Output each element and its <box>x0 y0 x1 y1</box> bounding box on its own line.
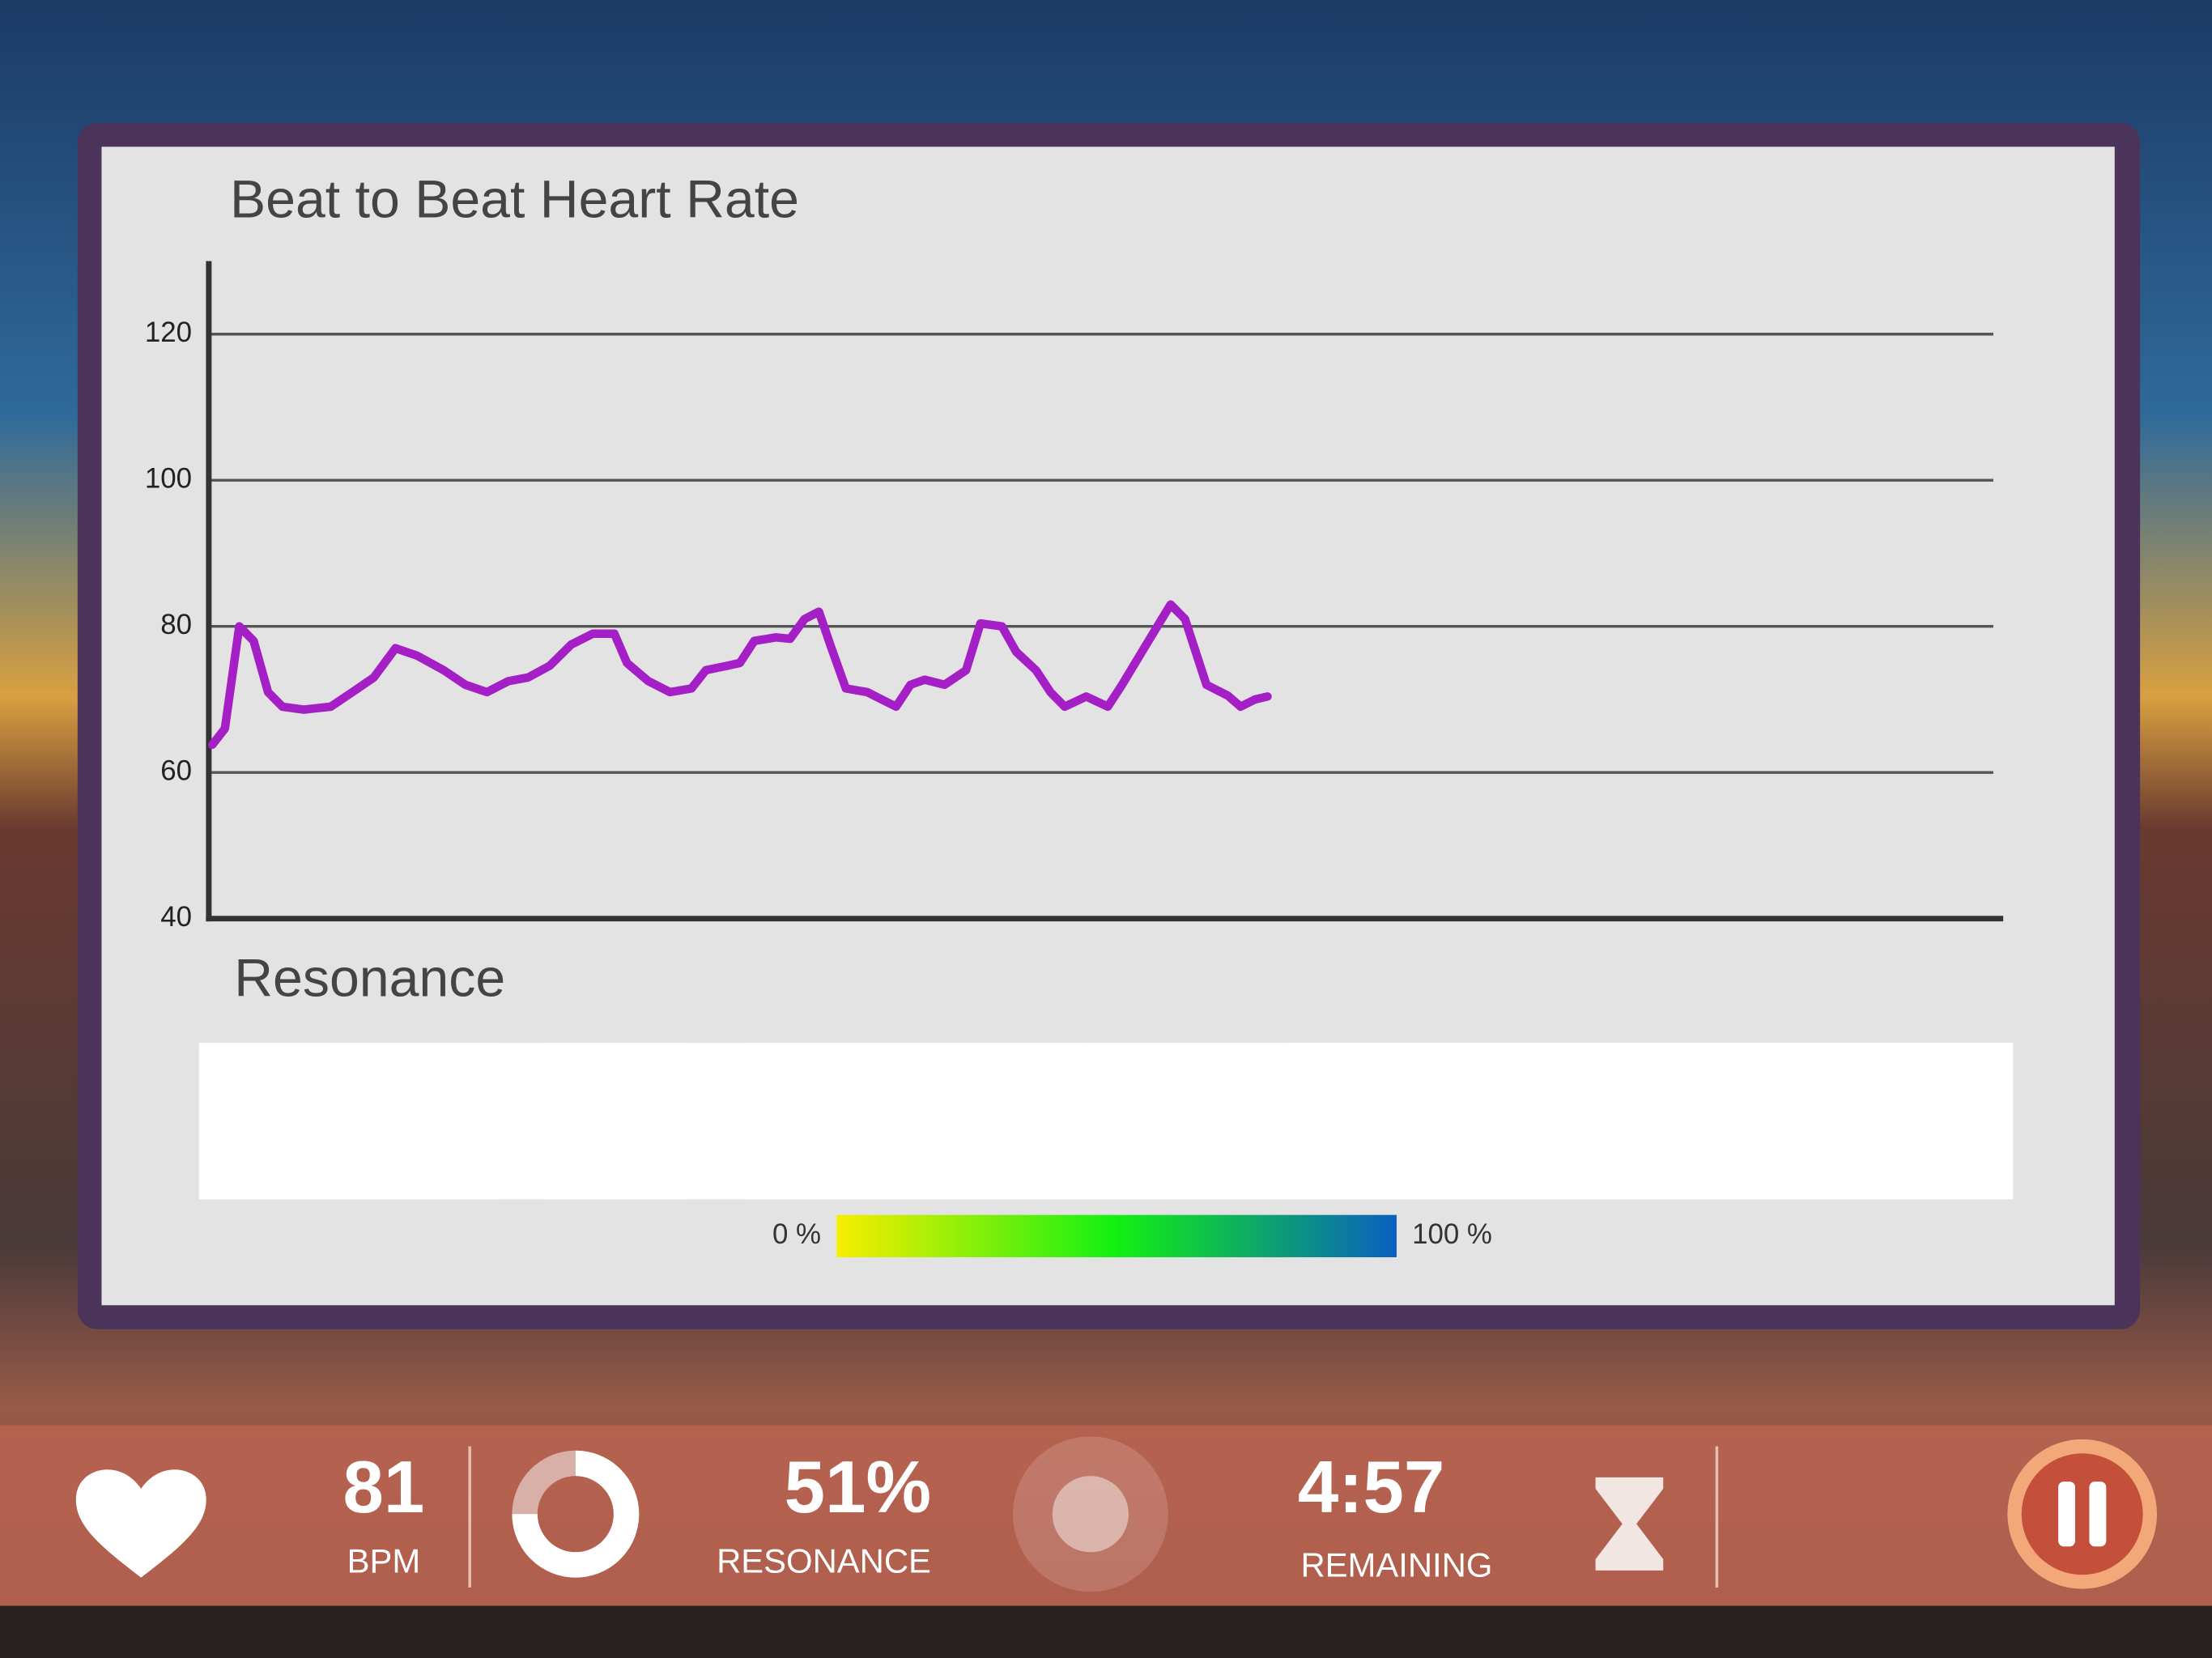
resonance-title: Resonance <box>234 949 505 1009</box>
heart-rate-line <box>207 600 1272 750</box>
timer-label: REMAINING <box>1300 1545 1492 1584</box>
pause-bar <box>2058 1482 2075 1547</box>
y-tick-label: 60 <box>160 755 192 786</box>
resonance-value: 51% <box>785 1447 931 1528</box>
y-tick-label: 120 <box>145 317 192 348</box>
chart-title: Beat to Beat Heart Rate <box>230 169 799 229</box>
pause-face <box>2021 1453 2143 1575</box>
hourglass-icon <box>1595 1477 1664 1571</box>
pause-bar <box>2089 1482 2107 1547</box>
y-tick-label: 40 <box>160 901 192 933</box>
resonance-label: RESONANCE <box>717 1541 931 1579</box>
y-tick-label: 80 <box>160 609 192 640</box>
y-tick-label: 100 <box>145 462 192 494</box>
legend-max: 100 % <box>1412 1218 1492 1250</box>
bpm-label: BPM <box>347 1541 421 1579</box>
bpm-value: 81 <box>343 1447 425 1528</box>
legend-gradient <box>836 1214 1397 1257</box>
timer-value: 4:57 <box>1298 1447 1444 1528</box>
legend-min: 0 % <box>772 1218 821 1250</box>
status-bar <box>0 1425 2212 1606</box>
breath-dot <box>1052 1476 1129 1553</box>
bottom-strip <box>0 1605 2212 1658</box>
resonance-track <box>198 1043 2014 1200</box>
heart-icon <box>75 1469 206 1578</box>
pause-button[interactable] <box>2007 1439 2158 1589</box>
breath-circle <box>1013 1436 1168 1592</box>
resonance-ring <box>512 1450 640 1578</box>
